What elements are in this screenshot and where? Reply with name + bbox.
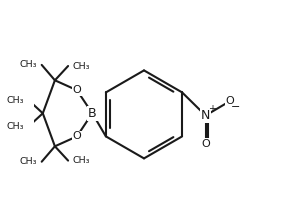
- Text: +: +: [208, 104, 216, 114]
- Text: O: O: [73, 131, 81, 141]
- Text: O: O: [73, 85, 81, 95]
- Text: CH₃: CH₃: [20, 157, 37, 166]
- Text: CH₃: CH₃: [73, 156, 90, 165]
- Text: −: −: [231, 102, 241, 112]
- Text: CH₃: CH₃: [73, 62, 90, 70]
- Text: N: N: [201, 109, 210, 122]
- Text: B: B: [88, 107, 96, 120]
- Text: O: O: [201, 139, 210, 149]
- Text: CH₃: CH₃: [7, 96, 24, 104]
- Text: CH₃: CH₃: [20, 61, 37, 69]
- Text: O: O: [226, 96, 234, 106]
- Text: CH₃: CH₃: [7, 122, 24, 131]
